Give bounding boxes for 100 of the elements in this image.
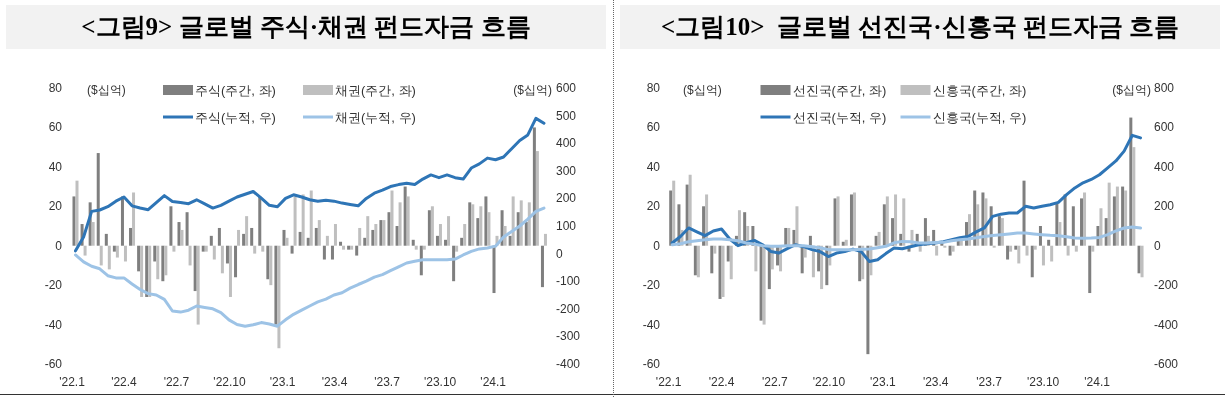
bar: [935, 245, 939, 256]
bar: [366, 216, 370, 246]
bar: [83, 245, 87, 256]
y-tick-label: 40: [646, 159, 661, 174]
bar: [217, 227, 221, 246]
legend-label: 선진국(누적, 우): [792, 110, 887, 125]
chart-title: <그림10> 글로벌 선진국·신흥국 펀드자금 흐름: [620, 5, 1220, 49]
y2-tick-label: 400: [556, 136, 577, 151]
legend-label: 신흥국(누적, 우): [932, 110, 1027, 125]
bar: [132, 192, 136, 246]
bar: [540, 245, 544, 288]
bar: [1014, 245, 1018, 250]
y2-tick-label: 0: [1154, 238, 1161, 253]
bar: [1083, 192, 1087, 246]
bar: [438, 224, 442, 246]
bar: [358, 227, 362, 246]
bar: [1129, 117, 1133, 246]
bar: [527, 202, 531, 246]
bar: [479, 206, 483, 246]
line-series: [74, 206, 546, 328]
legend-label: 신흥국(주간, 좌): [932, 83, 1027, 98]
legend-label: 주식(누적, 우): [195, 110, 276, 125]
bar: [269, 245, 273, 286]
x-tick-label: '23.4: [321, 375, 348, 389]
bar: [75, 180, 79, 246]
bar: [209, 235, 213, 246]
bar: [726, 245, 730, 262]
bar: [253, 245, 257, 254]
y-tick-label: 80: [48, 81, 63, 95]
bar: [164, 245, 168, 276]
bar: [435, 235, 439, 246]
bar: [543, 233, 547, 246]
line-series: [670, 225, 1143, 252]
bar: [444, 239, 448, 246]
bar: [188, 245, 192, 266]
y-tick-label: -60: [44, 357, 63, 371]
bar: [1041, 245, 1045, 266]
bar: [196, 245, 200, 325]
bar: [427, 210, 431, 246]
bar: [274, 245, 278, 325]
y-tick-label: -20: [44, 278, 63, 293]
y-tick-label: 20: [646, 199, 661, 214]
bar: [290, 245, 294, 254]
bar: [293, 196, 297, 246]
bar: [406, 196, 410, 246]
y2-axis-title: ($십억): [1112, 83, 1151, 97]
bar: [1006, 245, 1010, 260]
y-tick-label: 0: [653, 238, 661, 253]
bar: [532, 127, 536, 246]
x-tick-label: '23.10: [423, 375, 457, 389]
bar: [339, 241, 343, 246]
y2-tick-label: -400: [556, 357, 581, 371]
bar: [866, 245, 870, 355]
y2-tick-label: -400: [1154, 317, 1179, 332]
bar: [277, 245, 281, 349]
bar: [156, 245, 160, 280]
x-tick-label: '22.1: [655, 375, 682, 389]
bar: [1137, 245, 1141, 274]
x-tick-label: '22.10: [213, 375, 247, 389]
y2-tick-label: 300: [556, 163, 577, 178]
y2-tick-label: 400: [1154, 159, 1175, 174]
bar: [1140, 245, 1144, 278]
bar: [282, 229, 286, 246]
x-tick-label: '22.4: [111, 375, 138, 389]
y2-axis-title: ($십억): [513, 83, 552, 97]
bar: [317, 220, 321, 246]
bar: [363, 237, 367, 246]
bar: [447, 216, 451, 246]
x-tick-label: '22.7: [163, 375, 190, 389]
bar: [371, 229, 375, 246]
bar: [918, 245, 922, 252]
bar: [314, 227, 318, 246]
bar: [1017, 245, 1021, 264]
bar: [1025, 245, 1029, 256]
y-tick-label: 20: [48, 199, 63, 214]
bar: [1115, 186, 1119, 246]
bar: [1080, 198, 1084, 246]
bar: [395, 226, 399, 246]
bar: [729, 245, 733, 280]
y2-tick-label: -600: [1154, 357, 1179, 371]
bar: [885, 196, 889, 246]
bar: [1124, 190, 1128, 246]
bar: [710, 245, 714, 274]
bar: [398, 202, 402, 246]
bar: [669, 190, 673, 246]
bar: [519, 200, 523, 246]
y2-tick-label: 500: [556, 108, 577, 123]
bar: [1022, 180, 1026, 246]
bar: [185, 212, 189, 246]
bar: [487, 212, 491, 246]
bar: [1091, 245, 1095, 252]
bar: [800, 245, 804, 274]
y2-tick-label: 200: [556, 191, 577, 206]
bar: [342, 245, 346, 250]
bar: [99, 245, 103, 266]
x-tick-label: '23.7: [374, 375, 401, 389]
y2-tick-label: -100: [556, 274, 581, 289]
x-tick-label: '23.10: [1026, 375, 1060, 389]
x-tick-label: '24.1: [480, 375, 507, 389]
x-tick-label: '22.1: [59, 375, 86, 389]
